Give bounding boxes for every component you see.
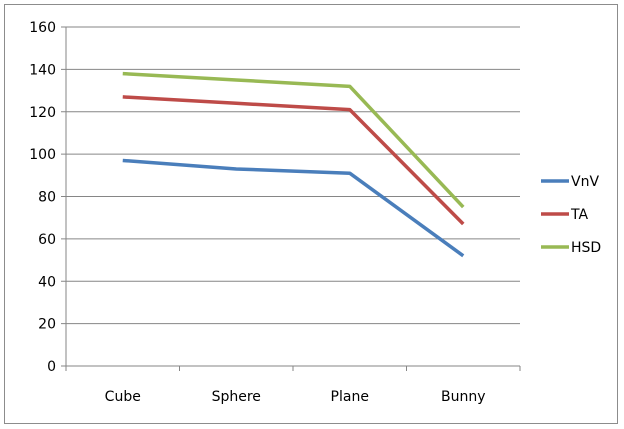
x-tick-label: Cube bbox=[105, 389, 141, 405]
y-tick-label: 160 bbox=[29, 20, 56, 36]
y-tick-label: 20 bbox=[38, 317, 56, 333]
y-tick-label: 80 bbox=[38, 190, 56, 206]
series-line-vnv bbox=[122, 158, 465, 258]
y-tick-label: 40 bbox=[38, 274, 56, 290]
legend-label-vnv: VnV bbox=[571, 174, 599, 190]
chart-frame bbox=[4, 4, 618, 424]
axes bbox=[61, 26, 521, 371]
y-tick-label: 140 bbox=[29, 62, 56, 78]
series-line-ta bbox=[122, 95, 465, 226]
series-lines bbox=[122, 71, 465, 258]
y-axis-tick-labels: 0 20 40 60 80 100 120 140 160 bbox=[29, 20, 56, 375]
gridlines bbox=[66, 26, 520, 325]
y-tick-label: 120 bbox=[29, 105, 56, 121]
x-tick-label: Bunny bbox=[441, 389, 486, 405]
series-line-hsd bbox=[122, 71, 465, 209]
y-tick-label: 100 bbox=[29, 147, 56, 163]
y-tick-label: 0 bbox=[47, 359, 56, 375]
x-axis-tick-labels: Cube Sphere Plane Bunny bbox=[105, 389, 486, 405]
legend-label-hsd: HSD bbox=[571, 240, 601, 256]
x-tick-label: Plane bbox=[331, 389, 369, 405]
y-tick-label: 60 bbox=[38, 232, 56, 248]
legend-label-ta: TA bbox=[570, 207, 588, 223]
x-tick-label: Sphere bbox=[212, 389, 261, 405]
legend: VnV TA HSD bbox=[541, 174, 601, 256]
